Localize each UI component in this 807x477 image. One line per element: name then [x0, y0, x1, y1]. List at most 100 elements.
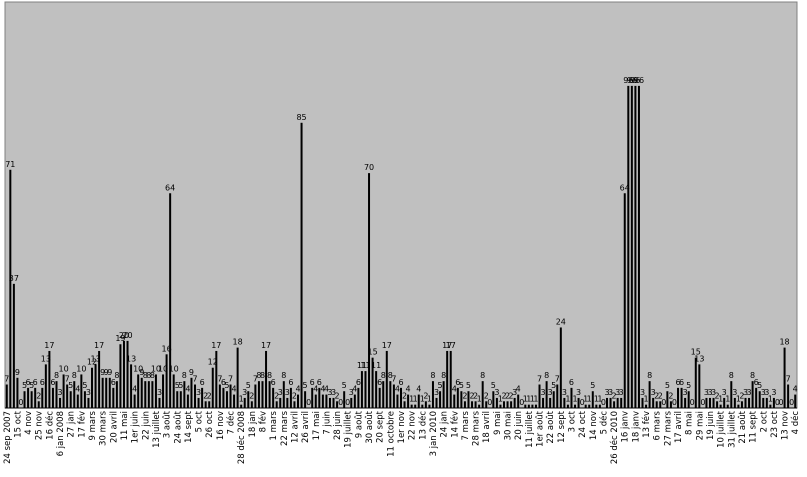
bar	[545, 381, 548, 408]
value-label: 7	[786, 375, 791, 384]
x-tick-label: 11 octobre	[386, 411, 396, 457]
bar	[591, 391, 594, 408]
x-tick-label: 12 sept	[557, 410, 567, 443]
x-tick-label: 7 déc	[226, 411, 237, 435]
value-label: 37	[9, 274, 19, 283]
bar	[634, 85, 637, 408]
value-label: 3	[651, 388, 656, 397]
value-label: 9	[107, 368, 112, 377]
bar	[439, 391, 442, 408]
value-label: 3	[704, 388, 709, 397]
x-tick-label: 26 avril	[301, 411, 311, 443]
value-label: 4	[516, 385, 521, 394]
bar	[733, 397, 736, 408]
bar	[730, 381, 733, 408]
x-tick-label: 20 avril	[109, 411, 119, 443]
x-tick-label: 24 août	[173, 410, 183, 443]
bar	[723, 397, 726, 408]
bar	[463, 401, 466, 408]
bar	[151, 381, 154, 408]
value-label: 3	[331, 388, 336, 397]
bar	[765, 397, 768, 408]
value-label: 6	[221, 378, 226, 387]
x-tick-label: 24 jan	[440, 411, 450, 437]
value-label: 1	[427, 395, 432, 404]
bar	[769, 404, 772, 408]
bar	[453, 394, 456, 408]
value-label: 3	[722, 388, 727, 397]
bar	[126, 340, 129, 408]
value-label: 1	[526, 395, 531, 404]
value-label: 1	[239, 395, 244, 404]
value-label: 5	[22, 381, 27, 390]
value-label: 4	[320, 385, 325, 394]
x-tick-label: 28 mars	[472, 410, 482, 446]
value-label: 5	[82, 381, 87, 390]
bar	[680, 387, 683, 408]
bar	[91, 367, 94, 408]
bar	[605, 397, 608, 408]
x-tick-label: 22 août	[546, 410, 556, 443]
x-tick-label: 13 nov	[781, 411, 791, 440]
bar	[169, 193, 172, 408]
value-label: 0	[306, 398, 311, 407]
value-label: 7	[555, 375, 560, 384]
x-tick-label: 20 sept	[376, 410, 386, 443]
value-label: 6	[455, 378, 460, 387]
bar	[549, 397, 552, 408]
value-label: 1	[572, 395, 577, 404]
value-label: 1	[718, 395, 723, 404]
value-label: 8	[267, 371, 272, 380]
value-label: 1	[768, 395, 773, 404]
bar	[119, 344, 122, 408]
bar	[794, 394, 797, 408]
x-tick-label: 17 fév	[76, 411, 87, 438]
bar	[538, 384, 541, 408]
bar	[279, 397, 282, 408]
value-label: 1	[594, 395, 599, 404]
bar	[197, 397, 200, 408]
value-label: 7	[391, 375, 396, 384]
value-label: 0	[778, 398, 783, 407]
value-label: 9	[139, 368, 144, 377]
value-label: 3	[349, 388, 354, 397]
x-tick-label: 17 mai	[312, 411, 322, 440]
bar	[400, 387, 402, 408]
bar	[566, 404, 569, 408]
bar	[325, 394, 328, 408]
value-label: 6	[288, 378, 293, 387]
value-label: 2	[612, 391, 617, 400]
value-label: 96	[630, 76, 640, 85]
bar	[698, 364, 701, 408]
value-label: 10	[59, 364, 69, 373]
bar	[641, 397, 644, 408]
x-tick-label: 5 déc	[598, 411, 609, 435]
value-label: 9	[104, 368, 109, 377]
bar	[233, 394, 236, 408]
bar	[357, 387, 360, 408]
x-tick-label: 24 sep 2007	[3, 411, 13, 464]
bar	[595, 404, 598, 408]
x-tick-label: 26 oct	[205, 410, 215, 437]
x-tick-label: 6 jan 2008	[56, 411, 66, 456]
bar	[304, 391, 307, 408]
bar	[524, 404, 527, 408]
x-tick-label: 30 mai	[504, 411, 514, 440]
value-label: 8	[146, 371, 151, 380]
bar	[201, 387, 204, 408]
value-label: 17	[211, 341, 221, 350]
bar	[112, 387, 115, 408]
value-label: 3	[771, 388, 776, 397]
bar	[392, 384, 395, 408]
value-label: 8	[150, 371, 155, 380]
value-label: 1	[409, 395, 414, 404]
bar	[559, 327, 562, 408]
bar	[314, 394, 317, 408]
bar	[421, 404, 424, 408]
value-label: 6	[26, 378, 31, 387]
bar	[534, 404, 537, 408]
bar	[59, 397, 62, 408]
value-label: 2	[509, 391, 514, 400]
value-label: 6	[356, 378, 361, 387]
value-label: 6	[569, 378, 574, 387]
